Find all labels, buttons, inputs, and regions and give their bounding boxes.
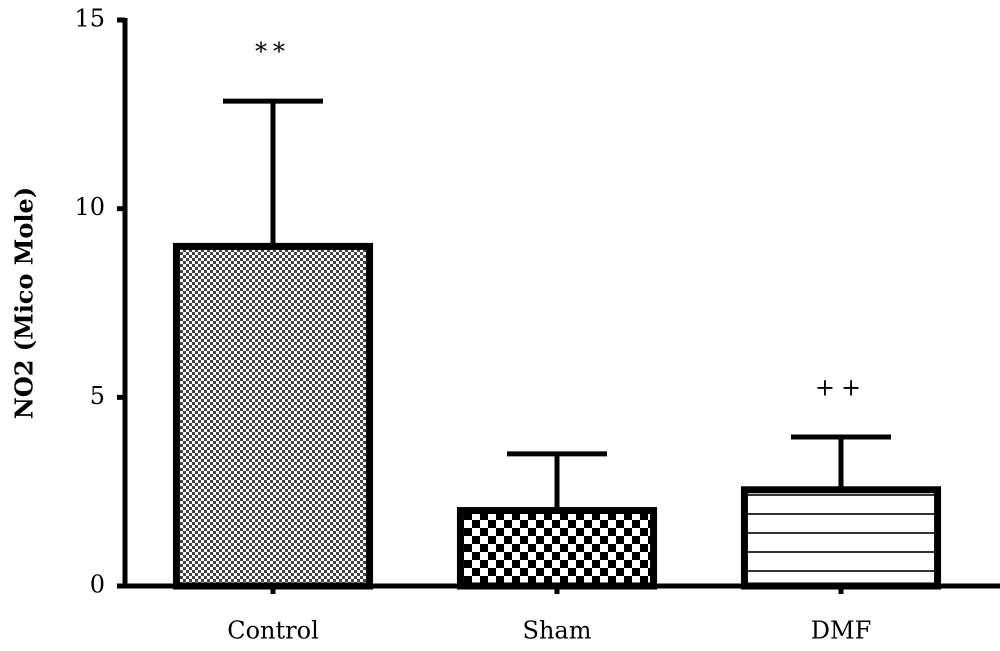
annotation: **: [255, 38, 291, 66]
bar: [456, 507, 658, 590]
x-tick-label: Sham: [523, 617, 592, 645]
bar: [172, 242, 374, 590]
y-tick-label: 15: [74, 5, 105, 33]
bar: [740, 486, 942, 590]
y-axis-label: NO2 (Mico Mole): [10, 187, 39, 419]
x-tick-label: DMF: [811, 617, 871, 645]
annotation: ++: [815, 373, 867, 401]
y-tick-label: 5: [90, 382, 105, 410]
y-tick-label: 10: [74, 193, 105, 221]
y-tick-label: 0: [90, 571, 105, 599]
x-tick-label: Control: [227, 617, 319, 645]
